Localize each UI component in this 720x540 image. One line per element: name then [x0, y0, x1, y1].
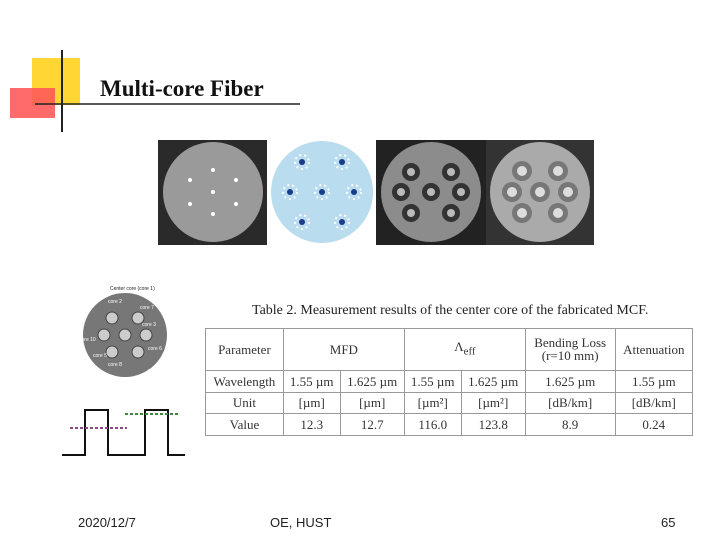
- cell: [µm]: [282, 391, 341, 415]
- cell: 1.625 µm: [339, 369, 405, 393]
- line: (r=10 mm): [541, 348, 599, 364]
- cell: 1.625 µm: [460, 369, 526, 393]
- figure-label: Center core (core 1): [110, 286, 155, 292]
- step-diagram: [62, 409, 185, 456]
- cell: [µm]: [339, 391, 405, 415]
- figure-label: core 6: [148, 346, 162, 352]
- symbol: Λ: [454, 339, 464, 355]
- row: Wavelength 1.55 µm 1.625 µm 1.55 µm 1.625 µm…: [205, 369, 694, 393]
- cell: 0.24: [614, 413, 694, 436]
- fiber-image-1: [158, 140, 268, 245]
- cell: [dB/km]: [524, 391, 616, 415]
- red-square: [10, 88, 55, 118]
- figure-label: core 5: [93, 353, 107, 359]
- cell: MFD: [282, 328, 405, 371]
- footer-date: 2020/12/7: [78, 515, 136, 530]
- cell: 1.55 µm: [282, 369, 341, 393]
- fiber-image-3: [376, 140, 486, 245]
- cell: [µm²]: [403, 391, 462, 415]
- cell: 8.9: [524, 413, 616, 436]
- row: Value 12.3 12.7 116.0 123.8 8.9 0.24: [205, 413, 694, 436]
- cell: Parameter: [205, 328, 284, 371]
- fiber-image-2: [267, 140, 377, 245]
- cell: 123.8: [460, 413, 526, 436]
- header-row: Parameter MFD Λeff Bending Loss (r=10 mm)…: [205, 328, 694, 371]
- figure-label: core 7: [140, 305, 154, 311]
- small-fiber-image: [78, 292, 175, 378]
- cell: [µm²]: [460, 391, 526, 415]
- footer-page: 65: [661, 515, 676, 530]
- subscript: eff: [463, 345, 476, 358]
- cell: 1.55 µm: [403, 369, 462, 393]
- figure-label: core 2: [108, 299, 122, 305]
- figure-label: core 3: [142, 322, 156, 328]
- cell: [dB/km]: [614, 391, 694, 415]
- figure-label: core 8: [108, 362, 122, 368]
- footer-org: OE, HUST: [270, 515, 332, 530]
- figure-label: Marker: [80, 296, 96, 302]
- line: Bending Loss: [534, 335, 607, 351]
- cell: Unit: [205, 391, 284, 415]
- cell: Bending Loss (r=10 mm): [524, 328, 616, 371]
- cell: Value: [205, 413, 284, 436]
- cell: Attenuation: [614, 328, 694, 371]
- cell: 1.625 µm: [524, 369, 616, 393]
- results-table: Parameter MFD Λeff Bending Loss (r=10 mm)…: [205, 328, 694, 436]
- cell: 12.3: [282, 413, 341, 436]
- cell: Wavelength: [205, 369, 284, 393]
- cell: 12.7: [339, 413, 405, 436]
- figure-label: core 10: [79, 337, 96, 343]
- row: Unit [µm] [µm] [µm²] [µm²] [dB/km] [dB/km]: [205, 391, 694, 415]
- cell: 1.55 µm: [614, 369, 694, 393]
- table-caption: Table 2. Measurement results of the cent…: [252, 303, 649, 318]
- figure-label: Trench: [148, 369, 164, 375]
- cell: Λeff: [403, 328, 526, 371]
- fiber-image-4: [486, 140, 594, 245]
- cell: 116.0: [403, 413, 462, 436]
- slide-title: Multi-core Fiber: [100, 76, 264, 101]
